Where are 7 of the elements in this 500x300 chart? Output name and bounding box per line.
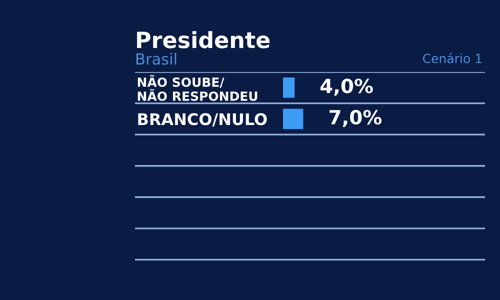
chart-title: Presidente [137, 31, 270, 48]
data-label: 7,0% [330, 110, 382, 128]
y-tick-label: BRANCO/NULO [138, 113, 267, 126]
y-tick-label: NÃO SOUBE/ NÃO RESPONDEU [138, 75, 258, 101]
text: Cenário 1 [423, 53, 482, 64]
text: Brasil [136, 52, 176, 65]
data-label: 4,0% [320, 78, 373, 96]
